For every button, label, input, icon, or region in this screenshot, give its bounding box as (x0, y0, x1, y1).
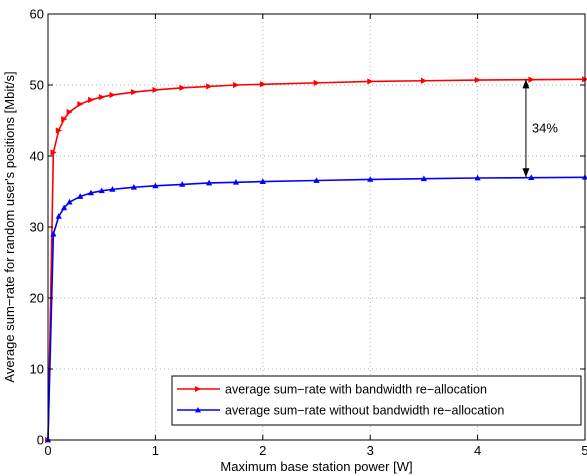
data-point (205, 179, 213, 186)
data-point (367, 176, 374, 182)
data-point (55, 213, 62, 219)
data-point (179, 181, 186, 187)
data-point (474, 76, 481, 84)
data-point (313, 177, 320, 183)
data-point (61, 115, 68, 123)
grid-lines (48, 14, 585, 440)
data-point (421, 77, 428, 84)
data-point (109, 91, 116, 99)
data-point (528, 174, 535, 181)
x-tick-label: 0 (44, 443, 51, 458)
data-point (109, 186, 116, 192)
legend-swatch-marker (195, 407, 201, 413)
data-point (313, 79, 320, 86)
data-point (528, 76, 535, 83)
data-point (50, 149, 57, 156)
data-point (98, 93, 105, 101)
legend-label: average sum−rate with bandwidth re−alloc… (225, 383, 487, 397)
data-point (420, 175, 428, 182)
data-point (87, 189, 95, 196)
series-1 (45, 76, 587, 444)
data-point (367, 78, 374, 85)
data-point (152, 182, 159, 189)
data-point (232, 179, 240, 185)
legend: average sum−rate with bandwidth re−alloc… (171, 375, 582, 426)
legend-swatch-marker (195, 386, 201, 392)
data-point (77, 193, 84, 199)
data-point (206, 83, 213, 90)
y-tick-label: 20 (30, 291, 44, 306)
data-point (77, 101, 84, 108)
data-point (259, 178, 266, 184)
y-tick-label: 40 (30, 149, 44, 164)
annotation-label: 34% (532, 120, 558, 135)
y-tick-label: 50 (30, 78, 44, 93)
data-point (152, 86, 159, 94)
x-tick-label: 2 (259, 443, 266, 458)
data-point (131, 89, 138, 96)
y-tick-label: 60 (30, 7, 44, 22)
y-tick-label: 30 (30, 220, 44, 235)
data-point (233, 81, 240, 89)
data-point (50, 230, 57, 237)
legend-box (171, 375, 582, 426)
x-tick-label: 5 (581, 443, 587, 458)
data-point (66, 108, 73, 116)
series-2 (44, 174, 587, 443)
x-tick-label: 3 (367, 443, 374, 458)
data-point (474, 174, 481, 181)
x-axis-label: Maximum base station power [W] (220, 459, 412, 474)
data-point (130, 184, 138, 190)
data-point (259, 81, 267, 88)
data-point (88, 96, 95, 103)
x-tick-label: 4 (474, 443, 481, 458)
annotation-arrowhead-up (522, 79, 530, 89)
y-tick-label: 10 (30, 362, 44, 377)
x-tick-label: 1 (152, 443, 159, 458)
annotation: 34% (522, 79, 558, 178)
data-point (98, 187, 105, 194)
annotation-arrowhead-down (522, 168, 530, 178)
y-axis-label: Average sum−rate for random user's posit… (2, 71, 17, 382)
y-tick-label: 0 (37, 433, 44, 448)
legend-label: average sum−rate without bandwidth re−al… (225, 404, 504, 418)
series-layer (44, 76, 587, 444)
data-point (179, 84, 186, 91)
data-point (66, 198, 73, 205)
data-point (55, 127, 63, 134)
data-point (61, 204, 68, 211)
